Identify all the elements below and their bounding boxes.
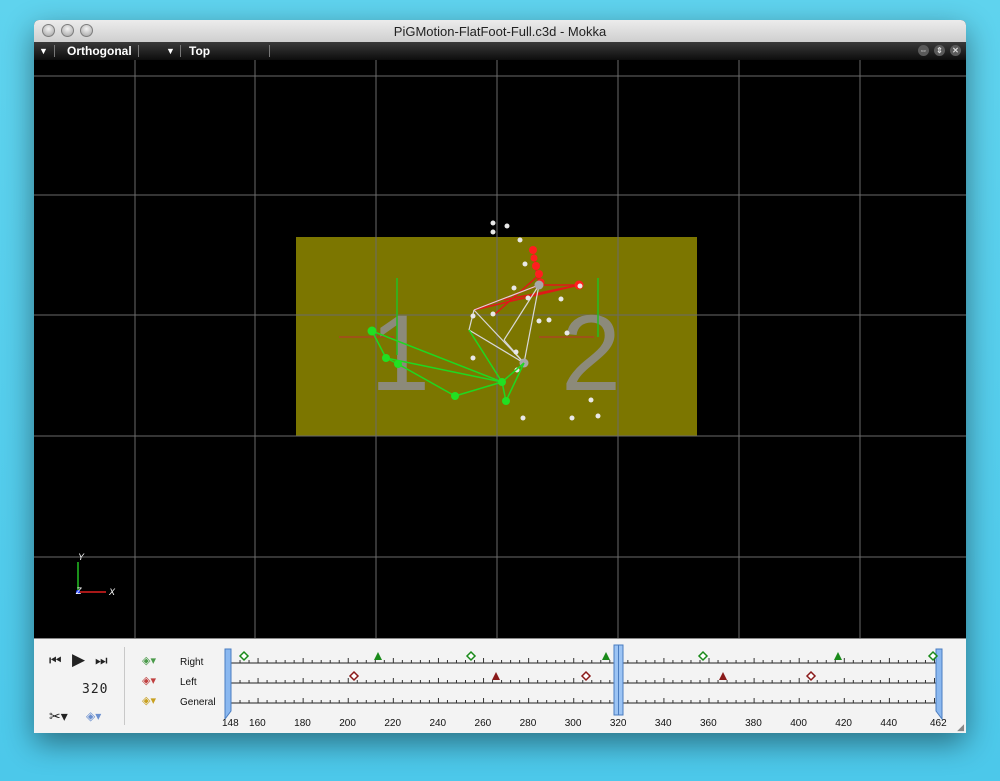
right-track-events [238, 650, 939, 662]
viewport-menu-chevron-icon[interactable]: ▼ [39, 46, 48, 56]
x-axis-label: X [108, 587, 116, 597]
timeline-tick-label: 340 [654, 718, 672, 729]
toolbar-separator [269, 45, 270, 57]
play-icon[interactable]: ▶ [72, 650, 86, 669]
mokka-window: PiGMotion-FlatFoot-Full.c3d - Mokka ▼ Or… [34, 20, 966, 733]
range-start-handle[interactable] [224, 648, 232, 721]
current-frame-display: 320 [82, 682, 109, 697]
timeline-tick-label: 420 [835, 718, 852, 729]
timeline-tick-label: 240 [429, 718, 447, 729]
timeline-tick-label: 200 [339, 718, 356, 729]
3d-viewport[interactable]: 1 2 [34, 60, 966, 638]
view-menu-chevron-icon[interactable]: ▼ [166, 46, 175, 56]
timeline-tick-label: 148 [222, 718, 239, 729]
track-label-general: General [180, 697, 216, 708]
foot-off-event[interactable] [465, 650, 477, 662]
right-track-tag-icon[interactable]: ◈▾ [142, 655, 156, 667]
first-frame-icon[interactable]: ⏮ [49, 652, 62, 668]
center-markers [470, 220, 601, 421]
tag-menu-icon[interactable]: ◈▾ [86, 709, 102, 723]
timeline-tick-label: 462 [930, 718, 947, 729]
timeline-panel: ⏮ ▶ ⏭ 320 ✂▾ ◈▾ ◈▾ ◈▾ ◈▾ Right Left Gene… [34, 638, 966, 733]
z-axis-label: Z [75, 586, 82, 596]
foot-strike-event[interactable] [834, 652, 842, 660]
left-track-tag-icon[interactable]: ◈▾ [142, 675, 156, 687]
timeline-tick-label: 280 [519, 718, 537, 729]
timeline-tick-label: 180 [294, 718, 311, 729]
foot-off-event[interactable] [348, 670, 360, 682]
foot-strike-event[interactable] [602, 652, 610, 660]
left-leg-segments [371, 329, 525, 402]
view-selector[interactable]: Top [189, 44, 211, 58]
left-leg-markers [367, 326, 510, 405]
viewport-toolbar: ▼ Orthogonal ▼ Top ⇔ ⇕ ✕ [34, 42, 966, 60]
last-frame-icon[interactable]: ⏭ [95, 652, 108, 668]
timeline-tick-label: 440 [880, 718, 898, 729]
foot-strike-event[interactable] [492, 672, 500, 680]
forceplate-label-1: 1 [370, 292, 430, 413]
title-bar: PiGMotion-FlatFoot-Full.c3d - Mokka [34, 20, 966, 43]
foot-off-event[interactable] [927, 650, 939, 662]
left-track-events [348, 670, 817, 682]
minimize-window-button[interactable] [61, 24, 74, 37]
toolbar-separator [180, 45, 181, 57]
viewport-canvas[interactable]: 1 2 [34, 60, 966, 638]
timeline-tick-label: 160 [249, 718, 266, 729]
timeline-tick-label: 360 [700, 718, 717, 729]
foot-strike-event[interactable] [374, 652, 382, 660]
timeline-ticks [230, 658, 935, 703]
toolbar-separator [54, 45, 55, 57]
foot-off-event[interactable] [580, 670, 592, 682]
timeline-tick-label: 380 [745, 718, 762, 729]
panel-divider [124, 647, 125, 725]
track-label-left: Left [180, 677, 197, 688]
timeline-tick-label: 320 [609, 718, 627, 729]
center-marker-large [534, 280, 544, 290]
y-axis-label: Y [78, 552, 85, 562]
split-vertical-icon[interactable]: ⇕ [934, 45, 945, 56]
foot-strike-event[interactable] [719, 672, 727, 680]
timeline-tick-label: 400 [790, 718, 807, 729]
timeline-tick-label: 260 [474, 718, 492, 729]
window-title: PiGMotion-FlatFoot-Full.c3d - Mokka [393, 24, 607, 39]
timeline-tick-label: 300 [564, 718, 582, 729]
general-track-tag-icon[interactable]: ◈▾ [142, 695, 156, 707]
range-end-handle[interactable] [935, 648, 943, 721]
forceplate-label-2: 2 [561, 292, 621, 413]
track-label-right: Right [180, 657, 204, 668]
toolbar-separator [138, 45, 139, 57]
timeline-tracks[interactable] [34, 639, 966, 733]
foot-off-event[interactable] [238, 650, 250, 662]
close-window-button[interactable] [42, 24, 55, 37]
timeline-tick-label: 220 [384, 718, 402, 729]
projection-selector[interactable]: Orthogonal [67, 44, 132, 58]
z-axis-indicator [76, 590, 80, 594]
foot-off-event[interactable] [697, 650, 709, 662]
floor-grid [34, 60, 966, 638]
split-horizontal-icon[interactable]: ⇔ [918, 45, 929, 56]
zoom-window-button[interactable] [80, 24, 93, 37]
resize-grip-icon[interactable]: ◢ [957, 722, 964, 732]
tools-icon[interactable]: ✂▾ [49, 708, 68, 724]
close-viewport-icon[interactable]: ✕ [950, 45, 961, 56]
track-baselines [230, 662, 940, 704]
foot-off-event[interactable] [805, 670, 817, 682]
